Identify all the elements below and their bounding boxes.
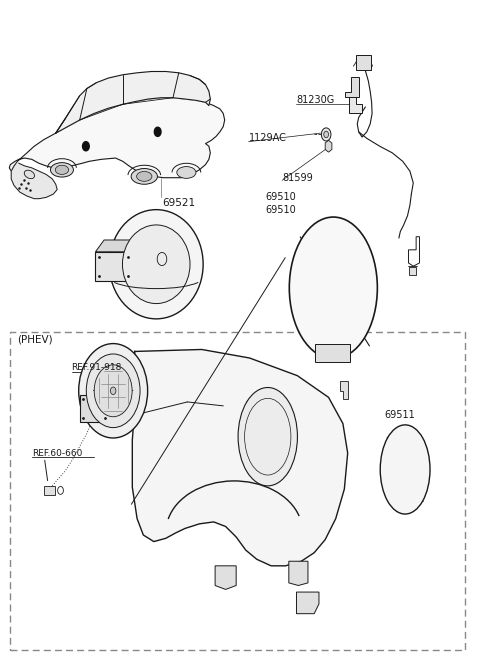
Polygon shape xyxy=(409,267,416,275)
Text: 69510: 69510 xyxy=(265,193,296,202)
Circle shape xyxy=(83,142,89,151)
Polygon shape xyxy=(80,396,108,422)
Polygon shape xyxy=(289,561,308,585)
Ellipse shape xyxy=(177,167,196,178)
Circle shape xyxy=(322,128,331,141)
Circle shape xyxy=(110,387,116,395)
Circle shape xyxy=(79,344,148,438)
Text: REF.60-660: REF.60-660 xyxy=(32,449,82,457)
Polygon shape xyxy=(339,381,348,399)
Ellipse shape xyxy=(137,171,152,181)
Ellipse shape xyxy=(55,166,69,174)
Polygon shape xyxy=(315,344,349,362)
Ellipse shape xyxy=(380,425,430,514)
Circle shape xyxy=(94,365,132,417)
Polygon shape xyxy=(297,592,319,614)
Polygon shape xyxy=(345,78,359,97)
Polygon shape xyxy=(325,141,332,152)
Polygon shape xyxy=(132,240,140,281)
Polygon shape xyxy=(215,566,236,589)
Ellipse shape xyxy=(109,210,203,319)
Ellipse shape xyxy=(238,388,298,486)
Text: (PHEV): (PHEV) xyxy=(17,334,53,345)
Text: 69521: 69521 xyxy=(162,198,195,208)
Polygon shape xyxy=(356,55,371,70)
Text: 81230G: 81230G xyxy=(297,95,335,105)
Polygon shape xyxy=(96,252,132,281)
Ellipse shape xyxy=(24,170,35,179)
Polygon shape xyxy=(132,350,348,566)
Text: 69511: 69511 xyxy=(384,410,415,420)
Text: 1129AC: 1129AC xyxy=(249,133,287,143)
Text: 81599: 81599 xyxy=(282,173,313,183)
Polygon shape xyxy=(44,486,55,495)
Text: REF.91-918: REF.91-918 xyxy=(72,363,122,373)
Ellipse shape xyxy=(122,225,190,304)
Circle shape xyxy=(324,131,328,138)
Polygon shape xyxy=(96,240,140,252)
Ellipse shape xyxy=(131,169,157,184)
Polygon shape xyxy=(9,98,225,177)
Text: 69510: 69510 xyxy=(265,206,296,215)
Polygon shape xyxy=(349,97,362,114)
Circle shape xyxy=(86,354,140,428)
Ellipse shape xyxy=(289,217,377,359)
Polygon shape xyxy=(11,162,57,198)
Ellipse shape xyxy=(50,163,73,177)
Polygon shape xyxy=(56,72,210,133)
Circle shape xyxy=(155,127,161,137)
